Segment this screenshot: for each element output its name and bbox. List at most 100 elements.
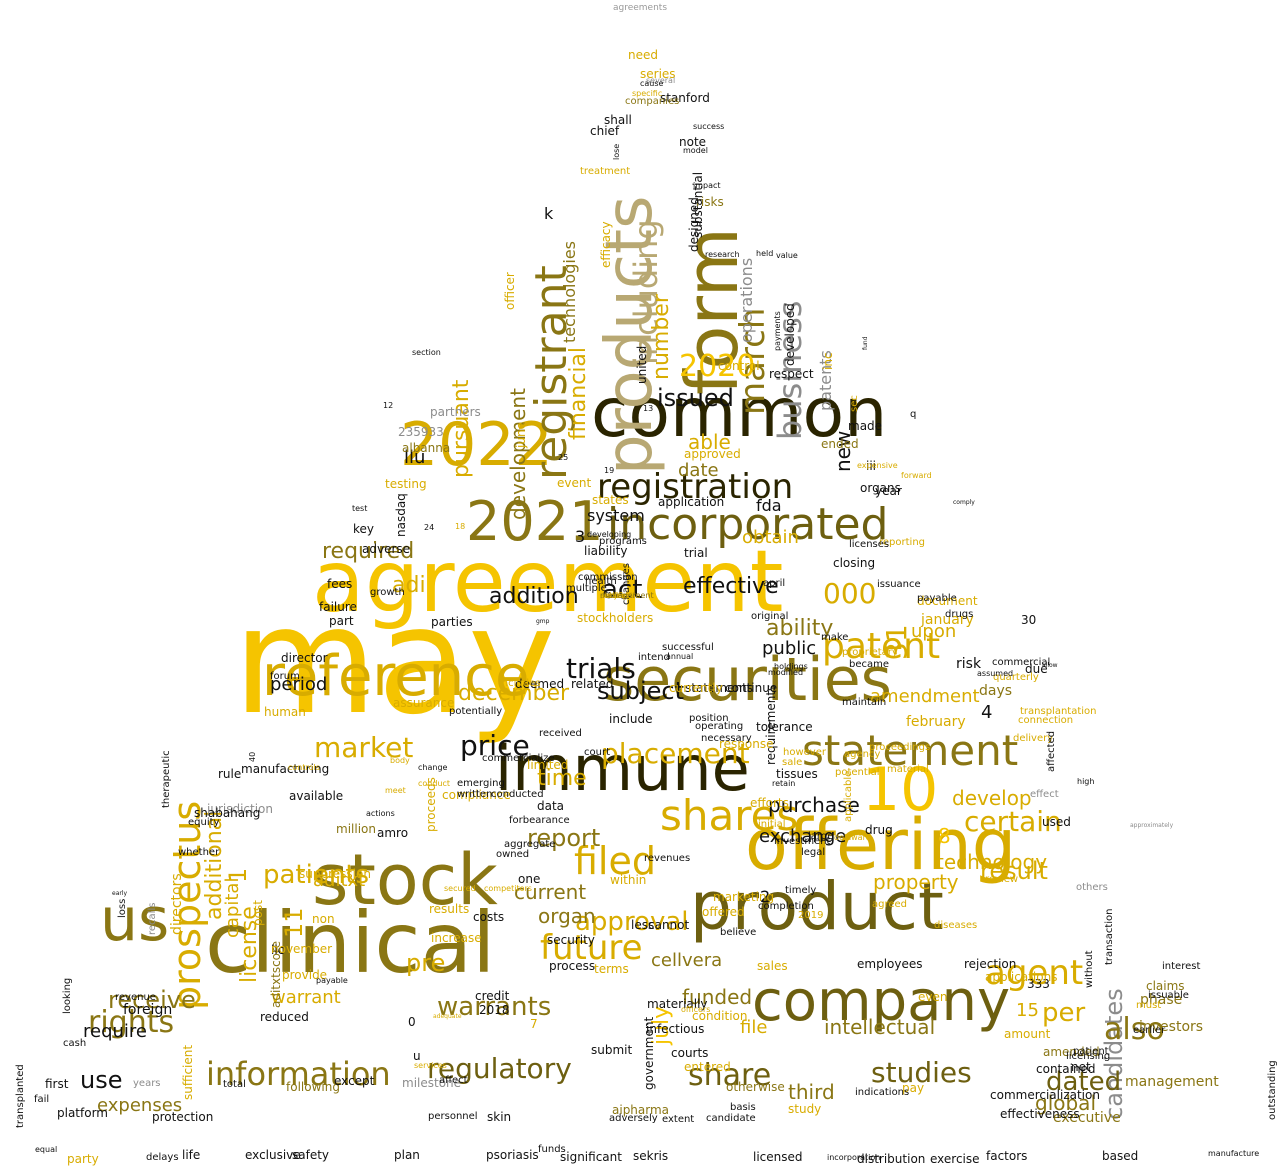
word-transplanted-202: transplanted	[15, 1064, 26, 1128]
word-agreement-1: agreement	[312, 532, 784, 632]
word-2022-13: 2022	[400, 410, 553, 480]
word-share-26: share	[688, 1058, 772, 1093]
word-modified-365: modified	[768, 668, 804, 677]
word-testing-141: testing	[385, 477, 427, 491]
word-12-388: 12	[383, 401, 394, 410]
word-applications-178: applications	[985, 970, 1058, 984]
word-capital-66: capital	[222, 877, 243, 938]
word-programs-334: programs	[599, 536, 647, 547]
word-commission-250: commission	[578, 572, 638, 583]
word-based-200: based	[1102, 1149, 1139, 1163]
word-global-78: global	[1035, 1091, 1096, 1115]
word-delays-284: delays	[146, 1152, 179, 1163]
word-outstanding-201: outstanding	[1267, 1060, 1278, 1120]
word-us-18: us	[100, 885, 170, 955]
word-treatment-236: treatment	[580, 166, 631, 177]
word-equity-255: equity	[188, 817, 220, 828]
word-forward-380: forward	[901, 471, 932, 480]
word-pursuant-54: pursuant	[449, 379, 474, 478]
word-parties-147: parties	[431, 615, 473, 629]
word-patients-57: patients	[263, 860, 370, 890]
word-operations-102: operations	[737, 257, 756, 343]
word-reference-9: reference	[262, 644, 530, 709]
word-indications-273: indications	[855, 1087, 910, 1098]
word-gmp-394: gmp	[536, 618, 550, 625]
word-body-398: body	[390, 756, 410, 765]
word-applicable-220: applicable	[843, 770, 854, 822]
word-contract-416: contract	[600, 591, 634, 600]
word-sekris-195: sekris	[633, 1149, 669, 1163]
word-successful-337: successful	[662, 642, 714, 653]
word-non-169: non	[312, 912, 335, 926]
word-registration-16: registration	[597, 467, 794, 507]
word-aditxt-95: aditxt	[313, 870, 366, 891]
word-nasdaq-142: nasdaq	[394, 493, 408, 537]
word-director-252: director	[281, 651, 328, 665]
word-adversely-270: adversely	[609, 1113, 658, 1124]
word-necessary-318: necessary	[701, 733, 752, 744]
word-stock-7: stock	[312, 839, 498, 921]
word-days-112: days	[979, 683, 1013, 699]
word-delivery-357: delivery	[1013, 733, 1054, 744]
word-factors-199: factors	[986, 1149, 1028, 1163]
word-human-149: human	[264, 705, 306, 719]
word-development-53: development	[506, 388, 530, 520]
word-drugs-363: drugs	[945, 609, 974, 620]
word-regulatory-25: regulatory	[427, 1052, 572, 1085]
word-date-99: date	[678, 460, 719, 481]
word-2019-295: 2019	[798, 910, 824, 921]
word-diseases-351: diseases	[934, 920, 978, 931]
word-approval-40: approval	[575, 907, 689, 937]
word-transaction-281: transaction	[1104, 908, 1115, 966]
word-rights-42: rights	[88, 1005, 175, 1040]
word-offering-6: offering	[745, 804, 1017, 886]
word-received-320: received	[539, 728, 582, 739]
word-risks-139: risks	[696, 195, 724, 209]
word-manufacturing-150: manufacturing	[241, 762, 330, 776]
word-funded-74: funded	[682, 985, 753, 1009]
word-assumed-385: assumed	[977, 669, 1014, 678]
word-2021-14: 2021	[466, 490, 604, 553]
word-completion-314: completion	[758, 901, 814, 912]
word-licensed-196: licensed	[753, 1150, 803, 1164]
word-year-116: year	[875, 484, 902, 498]
word-trial-229: trial	[684, 546, 708, 560]
word-several-368: several	[646, 76, 676, 85]
word-specific-367: specific	[632, 89, 663, 98]
word-adi-61: adi	[392, 573, 426, 598]
word-subjects-415: subjects	[600, 591, 634, 600]
word-became-344: became	[849, 659, 890, 670]
word-million-154: million	[336, 822, 376, 836]
word-30-206: 30	[1021, 613, 1037, 627]
word-condition-303: condition	[692, 1009, 748, 1023]
word-without-280: without	[1084, 950, 1095, 988]
word-submit-289: submit	[591, 1043, 633, 1057]
word-upon-87: upon	[911, 621, 957, 642]
word-skin-184: skin	[487, 1110, 512, 1124]
word-studies-43: studies	[871, 1056, 972, 1089]
word-requirements-216: requirements	[764, 684, 778, 765]
word-milestone-266: milestone	[402, 1076, 462, 1090]
word-amount-128: amount	[1004, 1027, 1051, 1041]
word-party-188: party	[67, 1152, 99, 1166]
word-earlier-354: earlier	[1133, 1025, 1166, 1036]
word-40-293: 40	[248, 751, 257, 762]
word-life-189: life	[182, 1148, 201, 1162]
word-technologies-104: technologies	[560, 241, 579, 343]
word-transplantation-355: transplantation	[1020, 706, 1097, 717]
word-series-134: series	[640, 67, 676, 81]
word-warrant-94: warrant	[271, 987, 341, 1008]
word-growth-249: growth	[370, 587, 405, 598]
word-united-238: united	[635, 345, 649, 384]
word-provide-210: provide	[282, 968, 328, 982]
word-agreed-350: agreed	[872, 899, 908, 910]
word-multiple-332: multiple	[566, 583, 607, 594]
word-note-137: note	[679, 135, 707, 149]
word-retain-386: retain	[772, 779, 796, 788]
word-test-248: test	[352, 504, 368, 513]
word-section-244: section	[412, 348, 441, 357]
word-patent-29: patent	[822, 626, 941, 667]
word-period-106: period	[270, 674, 328, 695]
word-235933-246: 235933	[398, 425, 444, 439]
word-developed-241: developed	[783, 303, 797, 366]
